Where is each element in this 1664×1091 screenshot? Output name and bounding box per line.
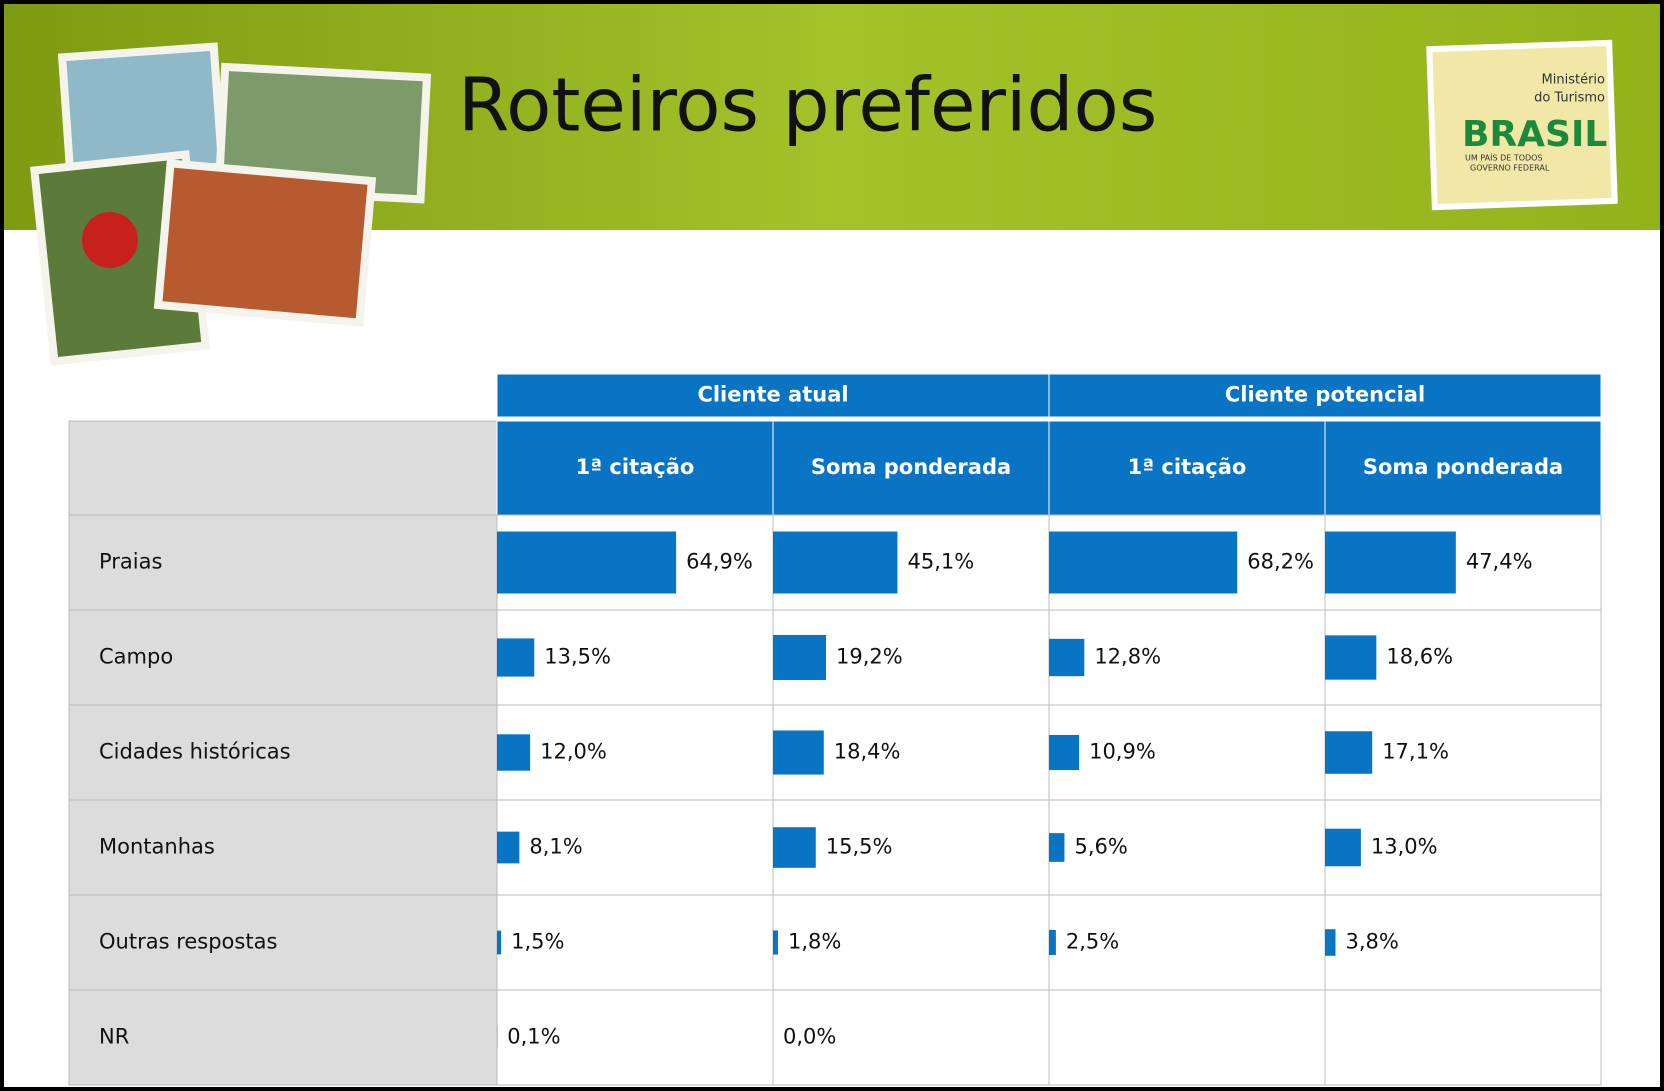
row-label: Montanhas <box>99 835 215 859</box>
row-label-cell <box>68 989 498 1086</box>
value-label: 1,8% <box>788 930 841 954</box>
logo-text: do Turismo <box>1534 91 1605 106</box>
group-header-label: Cliente atual <box>697 383 848 407</box>
value-label: 2,5% <box>1066 930 1119 954</box>
value-label: 0,0% <box>783 1025 836 1049</box>
bar <box>773 930 778 955</box>
value-label: 15,5% <box>826 835 893 859</box>
row-label: Praias <box>99 550 162 574</box>
logo-brand: BRASIL <box>1462 114 1607 155</box>
bar <box>1049 638 1085 677</box>
value-label: 47,4% <box>1466 550 1533 574</box>
bar <box>1325 929 1336 956</box>
column-header-label: 1ª citação <box>576 455 695 479</box>
group-header <box>496 373 1050 418</box>
bar <box>1325 731 1373 774</box>
bar <box>1325 828 1361 867</box>
value-label: 18,4% <box>834 740 901 764</box>
value-label: 64,9% <box>686 550 753 574</box>
bar <box>1325 635 1377 680</box>
bar <box>497 734 531 771</box>
value-label: 17,1% <box>1382 740 1449 764</box>
row-label: Campo <box>99 645 173 669</box>
row-label: NR <box>99 1025 129 1049</box>
column-header <box>1324 420 1602 516</box>
column-header-label: Soma ponderada <box>1363 455 1563 479</box>
row-label-cell <box>68 609 498 706</box>
bar <box>773 730 824 775</box>
value-label: 10,9% <box>1089 740 1156 764</box>
logo-stamp: Ministério do Turismo BRASIL UM PAÍS DE … <box>1426 39 1618 211</box>
row-label-cell <box>68 704 498 801</box>
row-label-cell <box>68 894 498 991</box>
title: Roteiros preferidos <box>458 63 1157 149</box>
bar <box>497 638 535 677</box>
value-label: 12,8% <box>1094 645 1161 669</box>
bar <box>1325 531 1456 594</box>
value-label: 5,6% <box>1074 835 1127 859</box>
value-label: 68,2% <box>1247 550 1314 574</box>
logo-text: UM PAÍS DE TODOS <box>1465 152 1543 163</box>
value-label: 18,6% <box>1386 645 1453 669</box>
row-label-cell <box>68 799 498 896</box>
row-label: Outras respostas <box>99 930 277 954</box>
bar <box>773 634 826 681</box>
bar <box>497 831 520 864</box>
column-header <box>772 420 1050 516</box>
photo-collage <box>29 42 432 366</box>
bar <box>497 930 502 955</box>
label-column-header <box>68 420 498 516</box>
value-label: 12,0% <box>540 740 607 764</box>
value-label: 45,1% <box>907 550 974 574</box>
value-label: 8,1% <box>529 835 582 859</box>
bar <box>773 827 816 868</box>
bar <box>1049 833 1065 862</box>
bar <box>1049 531 1238 594</box>
value-label: 13,0% <box>1371 835 1438 859</box>
value-label: 19,2% <box>836 645 903 669</box>
column-header-label: 1ª citação <box>1128 455 1247 479</box>
row-label: Cidades históricas <box>99 740 291 764</box>
value-label: 0,1% <box>507 1025 560 1049</box>
bar <box>773 531 898 594</box>
logo-text: Ministério <box>1542 73 1606 88</box>
bar <box>1049 930 1056 955</box>
group-header-label: Cliente potencial <box>1225 383 1425 407</box>
row-label-cell <box>68 514 498 611</box>
column-header-label: Soma ponderada <box>811 455 1011 479</box>
bar <box>1049 734 1080 771</box>
value-label: 3,8% <box>1345 930 1398 954</box>
value-label: 1,5% <box>511 930 564 954</box>
column-header <box>496 420 774 516</box>
group-header <box>1048 373 1602 418</box>
value-label: 13,5% <box>544 645 611 669</box>
logo-text: GOVERNO FEDERAL <box>1470 164 1550 173</box>
bar <box>497 531 677 594</box>
